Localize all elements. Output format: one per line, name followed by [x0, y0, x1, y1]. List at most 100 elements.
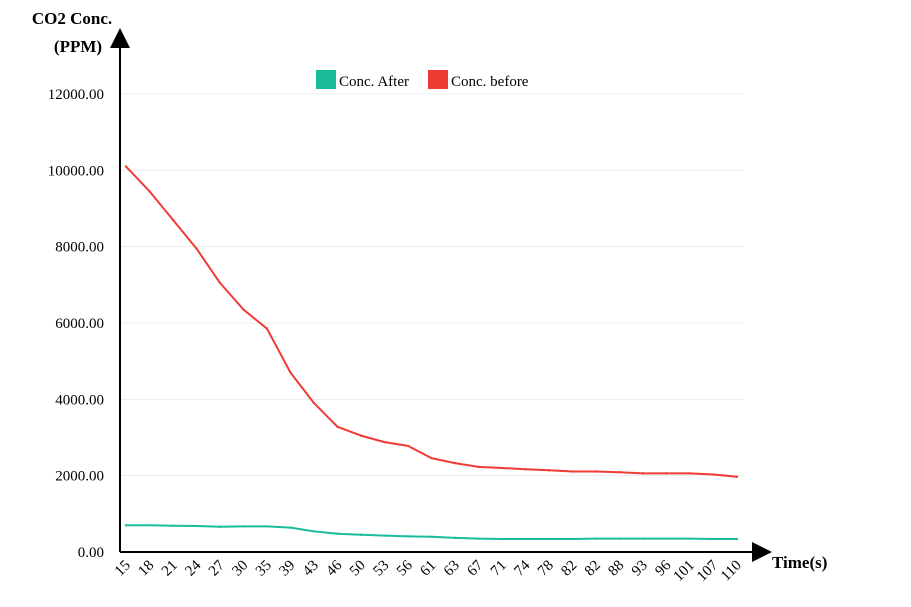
x-tick-label: 67	[464, 557, 486, 579]
data-point	[500, 537, 504, 541]
data-point	[665, 537, 668, 540]
x-tick-label: 63	[441, 558, 463, 580]
y-tick-label: 8000.00	[55, 240, 104, 256]
legend-label-conc-before: Conc. before	[451, 74, 529, 90]
data-point	[148, 524, 151, 527]
series-line-conc-before	[125, 165, 738, 478]
x-axis-title: Time(s)	[772, 553, 827, 572]
y-tick-label: 2000.00	[55, 469, 104, 485]
data-point	[500, 466, 504, 470]
y-tick-labels: 0.00 2000.00 4000.00 6000.00 8000.00 10000.00…	[48, 87, 104, 561]
legend-label-conc-after: Conc. After	[339, 74, 409, 90]
data-point	[735, 537, 739, 541]
x-tick-label: 21	[159, 558, 181, 580]
data-point	[641, 537, 645, 540]
data-point	[195, 247, 198, 250]
x-tick-label: 71	[488, 558, 510, 580]
x-tick-label: 82	[582, 558, 604, 580]
data-point	[171, 524, 175, 527]
data-point	[665, 472, 668, 475]
axes	[110, 28, 772, 562]
y-tick-label: 10000.00	[48, 163, 104, 179]
y-tick-label: 4000.00	[55, 392, 104, 408]
x-tick-label: 107	[694, 557, 722, 585]
x-tick-label: 35	[253, 558, 275, 580]
x-tick-label: 101	[671, 558, 698, 585]
data-point	[641, 472, 645, 475]
data-point	[571, 470, 574, 473]
data-point	[571, 537, 574, 541]
series-group	[124, 165, 739, 541]
x-tick-label: 88	[605, 558, 627, 580]
data-point	[359, 434, 363, 437]
data-point	[171, 218, 175, 222]
x-tick-label: 82	[558, 558, 580, 580]
data-point	[688, 472, 692, 475]
data-point	[289, 526, 292, 529]
x-tick-label: 50	[347, 558, 369, 580]
x-tick-label: 27	[206, 557, 228, 579]
x-tick-label: 110	[718, 558, 745, 585]
data-point	[453, 461, 457, 465]
data-point	[359, 533, 363, 537]
data-point	[195, 524, 198, 528]
data-point	[547, 469, 551, 472]
x-tick-label: 96	[652, 557, 674, 579]
data-point	[406, 444, 410, 448]
data-point	[124, 524, 128, 527]
legend-swatch-conc-after	[316, 70, 336, 89]
data-point	[524, 537, 527, 541]
data-point	[524, 467, 527, 471]
grid-lines	[120, 93, 744, 477]
data-point	[265, 327, 269, 330]
data-point	[430, 535, 433, 538]
data-point	[218, 281, 222, 285]
data-point	[735, 475, 739, 479]
data-point	[618, 537, 621, 540]
x-tick-label: 61	[417, 558, 439, 580]
data-point	[406, 535, 410, 538]
data-point	[594, 470, 598, 473]
data-point	[430, 456, 433, 460]
x-tick-label: 53	[370, 558, 392, 580]
y-tick-label: 12000.00	[48, 87, 104, 103]
data-point	[618, 471, 621, 474]
data-point	[336, 425, 339, 429]
x-tick-label: 74	[511, 557, 533, 579]
data-point	[242, 525, 245, 528]
y-axis-title-line1: CO2 Conc.	[32, 9, 112, 28]
data-point	[594, 537, 598, 540]
data-point	[124, 165, 128, 168]
data-point	[383, 534, 386, 537]
x-tick-label: 30	[229, 558, 251, 580]
data-point	[242, 308, 245, 311]
data-point	[712, 473, 715, 476]
x-tick-label: 15	[112, 558, 134, 580]
x-tick-labels: 15 18 21 24 27 30 35 39 43 46 50 53 56 61 63 67 71 74 78 82…	[112, 557, 745, 585]
data-point	[477, 537, 480, 540]
data-point	[712, 537, 715, 541]
legend: Conc. After Conc. before	[316, 70, 529, 90]
x-tick-label: 24	[182, 557, 204, 579]
x-tick-label: 18	[135, 558, 157, 580]
data-point	[453, 536, 457, 540]
data-point	[218, 525, 222, 529]
data-point	[477, 465, 480, 469]
x-tick-label: 78	[535, 558, 557, 580]
data-point	[336, 532, 339, 535]
data-point	[312, 401, 316, 405]
data-point	[383, 440, 386, 444]
y-tick-label: 6000.00	[55, 316, 104, 332]
data-point	[148, 190, 151, 193]
y-axis-title-line2: (PPM)	[54, 37, 102, 56]
data-point	[688, 537, 692, 540]
y-tick-label: 0.00	[78, 545, 104, 561]
x-tick-label: 43	[300, 558, 322, 580]
data-point	[312, 530, 316, 533]
x-tick-label: 39	[276, 558, 298, 580]
data-point	[289, 371, 292, 374]
x-tick-label: 46	[323, 557, 345, 579]
data-point	[265, 525, 269, 528]
x-tick-label: 56	[394, 557, 416, 579]
